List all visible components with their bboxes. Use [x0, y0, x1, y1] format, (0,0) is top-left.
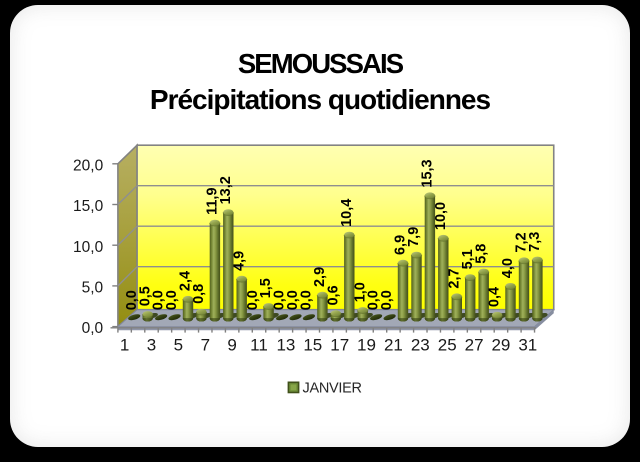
svg-text:7,2: 7,2 [514, 232, 530, 252]
svg-text:0,0: 0,0 [272, 290, 288, 310]
svg-text:5,1: 5,1 [460, 249, 476, 269]
svg-text:2,4: 2,4 [178, 271, 194, 291]
svg-text:31: 31 [518, 336, 537, 355]
svg-text:0,0: 0,0 [379, 290, 395, 310]
svg-text:JANVIER: JANVIER [303, 381, 362, 397]
svg-text:0,0: 0,0 [245, 290, 261, 310]
svg-text:5: 5 [174, 336, 183, 355]
svg-text:15: 15 [303, 336, 322, 355]
svg-text:21: 21 [384, 336, 403, 355]
svg-text:15,3: 15,3 [420, 159, 436, 187]
svg-text:7,3: 7,3 [527, 232, 543, 252]
svg-text:10,0: 10,0 [73, 239, 104, 256]
svg-text:29: 29 [491, 336, 510, 355]
svg-text:7,9: 7,9 [406, 227, 422, 247]
svg-text:4,9: 4,9 [231, 251, 247, 271]
svg-text:0,0: 0,0 [124, 290, 140, 310]
svg-text:0,0: 0,0 [366, 290, 382, 310]
svg-text:2,9: 2,9 [312, 267, 328, 287]
svg-text:15,0: 15,0 [73, 198, 104, 215]
svg-text:2,7: 2,7 [446, 268, 462, 288]
svg-text:3: 3 [147, 336, 156, 355]
svg-text:7: 7 [201, 336, 210, 355]
svg-text:10,0: 10,0 [433, 202, 449, 230]
svg-text:1: 1 [120, 336, 129, 355]
svg-text:9: 9 [227, 336, 236, 355]
svg-text:0,4: 0,4 [487, 287, 503, 307]
svg-text:0,6: 0,6 [325, 285, 341, 305]
svg-text:0,0: 0,0 [151, 290, 167, 310]
svg-text:1,5: 1,5 [258, 278, 274, 298]
svg-text:17: 17 [330, 336, 349, 355]
svg-text:10,4: 10,4 [339, 199, 355, 227]
svg-text:5,0: 5,0 [82, 280, 104, 297]
svg-text:0,0: 0,0 [164, 290, 180, 310]
svg-text:4,0: 4,0 [500, 258, 516, 278]
svg-text:11: 11 [250, 336, 268, 355]
svg-text:20,0: 20,0 [73, 157, 104, 174]
svg-text:6,9: 6,9 [393, 235, 409, 255]
svg-text:11,9: 11,9 [205, 187, 221, 214]
svg-text:0,5: 0,5 [137, 286, 153, 306]
svg-text:0,0: 0,0 [82, 320, 104, 337]
svg-text:13,2: 13,2 [218, 176, 234, 204]
svg-text:0,0: 0,0 [299, 290, 315, 310]
svg-text:13: 13 [276, 336, 295, 355]
svg-text:23: 23 [411, 336, 430, 355]
svg-text:25: 25 [438, 336, 457, 355]
svg-text:19: 19 [357, 336, 376, 355]
svg-text:27: 27 [465, 336, 484, 355]
svg-text:1,0: 1,0 [352, 282, 368, 302]
svg-text:5,8: 5,8 [473, 244, 489, 264]
svg-text:0,8: 0,8 [191, 284, 207, 304]
svg-text:0,0: 0,0 [285, 290, 301, 310]
